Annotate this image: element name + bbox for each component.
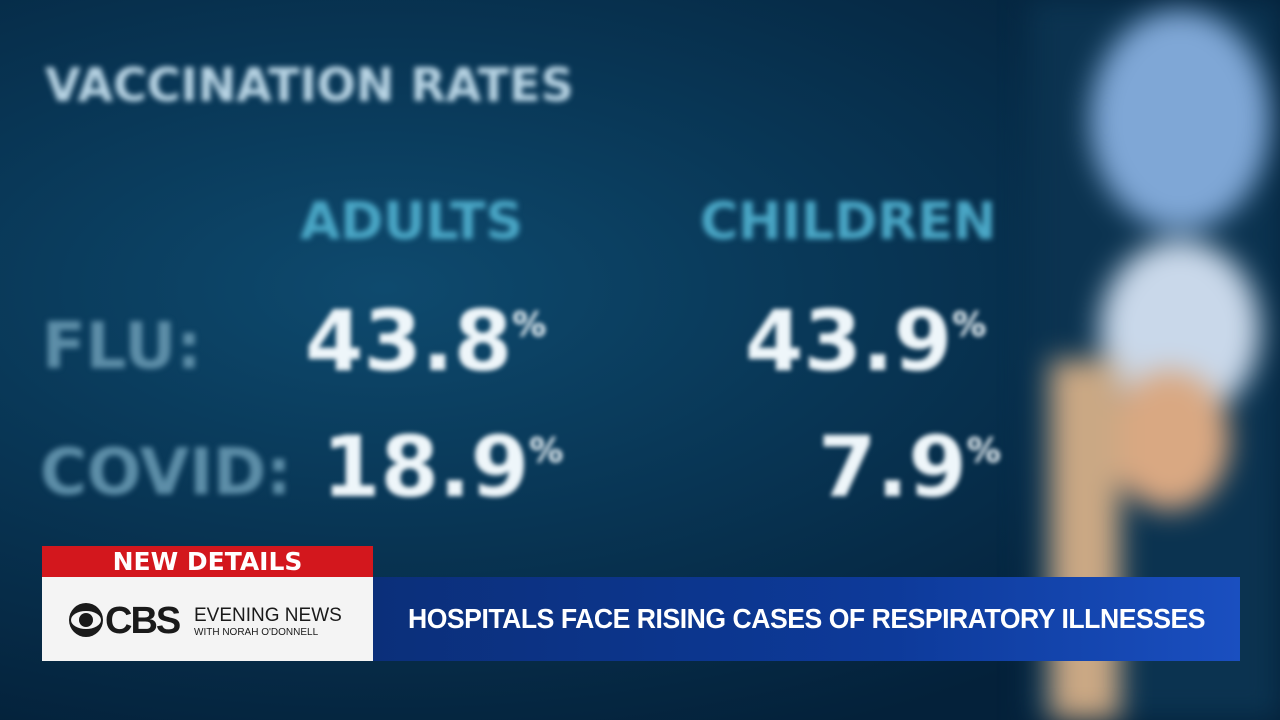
column-header: CHILDREN xyxy=(700,192,997,252)
row-label: COVID: xyxy=(40,436,292,510)
anchor-name: WITH NORAH O'DONNELL xyxy=(194,627,319,638)
graphic-title: VACCINATION RATES xyxy=(45,58,574,112)
column-header: ADULTS xyxy=(300,192,524,252)
headline-bar: HOSPITALS FACE RISING CASES OF RESPIRATO… xyxy=(373,577,1240,661)
network: CBS xyxy=(105,600,180,642)
show-logo: CBS EVENING NEWS WITH NORAH O'DONNELL xyxy=(42,577,373,661)
headline: HOSPITALS FACE RISING CASES OF RESPIRATO… xyxy=(407,603,1206,634)
tag: NEW DETAILS xyxy=(42,546,373,577)
rate: 43.8% xyxy=(305,292,547,390)
rate: 7.9% xyxy=(818,418,1001,516)
rate: 18.9% xyxy=(322,418,564,516)
show-name: EVENING NEWS xyxy=(194,605,342,626)
rate: 43.9% xyxy=(745,292,987,390)
row-label: FLU: xyxy=(42,310,202,384)
